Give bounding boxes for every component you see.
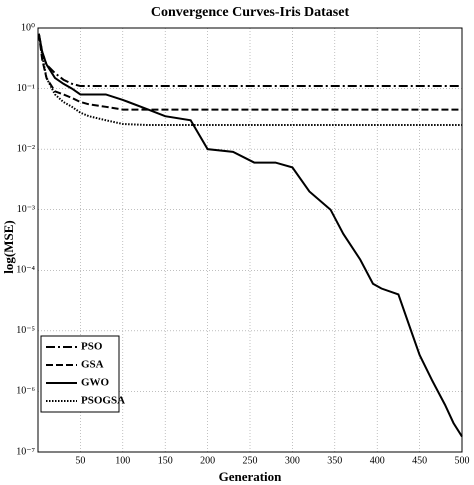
legend-label: PSO	[81, 341, 103, 353]
legend-label: PSOGSA	[81, 395, 125, 407]
line-series	[37, 33, 462, 111]
y-tick-label: 10⁻⁵	[16, 325, 35, 336]
x-tick-label: 150	[158, 455, 173, 466]
y-tick-label: 10⁰	[21, 22, 35, 33]
line-series	[37, 33, 462, 88]
x-axis-label: Generation	[219, 469, 283, 484]
line-series	[37, 33, 463, 438]
chart-title: Convergence Curves-Iris Dataset	[151, 5, 350, 20]
x-tick-label: 100	[115, 455, 130, 466]
x-tick-label: 450	[412, 455, 427, 466]
y-tick-label: 10⁻⁶	[16, 386, 35, 397]
legend-label: GSA	[81, 359, 104, 371]
y-tick-label: 10⁻⁷	[16, 446, 35, 457]
plot-frame	[37, 27, 463, 453]
x-tick-label: 500	[455, 455, 470, 466]
legend-label: GWO	[81, 377, 110, 389]
x-tick-label: 250	[243, 455, 258, 466]
x-tick-label: 350	[327, 455, 342, 466]
y-tick-label: 10⁻²	[17, 143, 35, 154]
legend-box	[40, 335, 120, 413]
y-tick-label: 10⁻⁴	[16, 265, 35, 276]
x-tick-label: 50	[75, 455, 85, 466]
line-series	[37, 33, 462, 127]
y-tick-label: 10⁻¹	[17, 83, 35, 94]
x-tick-label: 200	[200, 455, 215, 466]
x-tick-label: 400	[370, 455, 385, 466]
x-tick-label: 300	[285, 455, 300, 466]
y-axis-label: log(MSE)	[1, 220, 16, 273]
y-tick-label: 10⁻³	[17, 204, 35, 215]
